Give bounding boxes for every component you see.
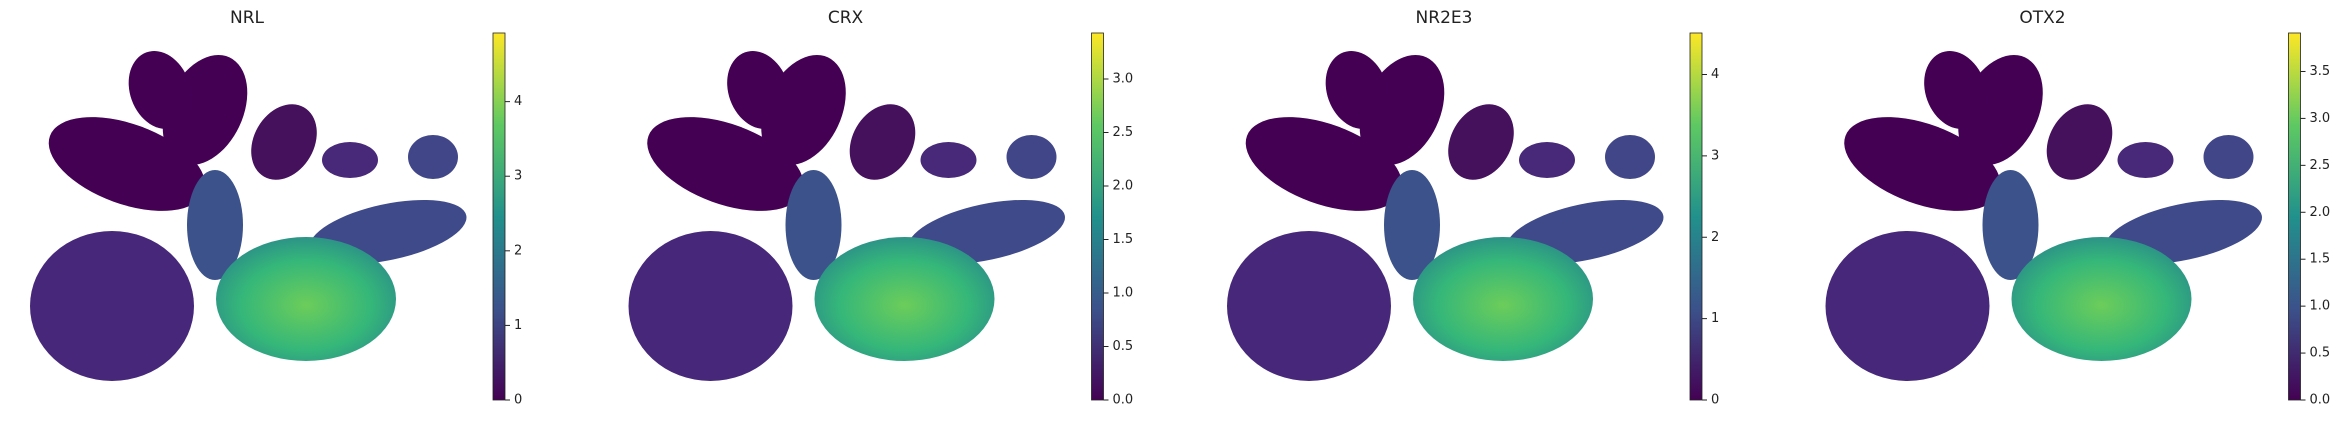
point-cloud [628,41,1071,381]
colorbar-tick-label: 3 [1711,148,1719,163]
point-cloud [1825,41,2268,381]
point-cloud [30,41,473,381]
panel: CRX 0.0 0.5 1.0 1.5 2.0 2.5 3.0 [628,8,1134,408]
colorbar-tick-label: 3 [514,169,522,184]
colorbar-tick-label: 2 [514,243,522,258]
colorbar-tick-label: 2.0 [1113,179,1134,194]
colorbar-tick-label: 3.5 [2310,64,2331,79]
colorbar [1689,32,1703,401]
colorbar [492,32,506,401]
colorbar-tick-label: 0.0 [1113,393,1134,408]
colorbar-tick-label: 3.0 [1113,72,1134,87]
colorbar-tick-label: 0.5 [2310,346,2331,361]
colorbar-tick-label: 1.0 [2310,299,2331,314]
colorbar-tick-label: 0 [1711,393,1719,408]
colorbar-tick-label: 0.5 [1113,339,1134,354]
panel: OTX2 0.0 0.5 1.0 1.5 2.0 2.5 3.0 3.5 [1825,8,2331,408]
colorbar-tick-label: 2.5 [2310,158,2331,173]
colorbar-tick-label: 0 [514,393,522,408]
colorbar [2288,32,2301,401]
colorbar [1091,32,1104,401]
panel-title: OTX2 [2019,8,2065,28]
colorbar-tick-label: 4 [1711,67,1719,82]
colorbar-tick-label: 4 [514,94,522,109]
colorbar-tick-label: 1 [514,318,522,333]
panel: NR2E3 0 1 2 3 4 [1227,8,1719,408]
colorbar-tick-label: 2.5 [1113,125,1134,140]
colorbar-tick-label: 1.5 [2310,252,2331,267]
colorbar-tick-label: 0.0 [2310,393,2331,408]
panel-title: CRX [828,8,864,28]
panel-title: NRL [230,8,265,28]
panel-title: NR2E3 [1416,8,1473,28]
colorbar-tick-label: 3.0 [2310,111,2331,126]
colorbar-tick-label: 2 [1711,230,1719,245]
point-cloud [1227,41,1670,381]
colorbar-tick-label: 1 [1711,311,1719,326]
panel: NRL 0 1 2 3 4 [30,8,522,408]
colorbar-tick-label: 1.5 [1113,232,1134,247]
colorbar-tick-label: 2.0 [2310,205,2331,220]
colorbar-tick-label: 1.0 [1113,286,1134,301]
